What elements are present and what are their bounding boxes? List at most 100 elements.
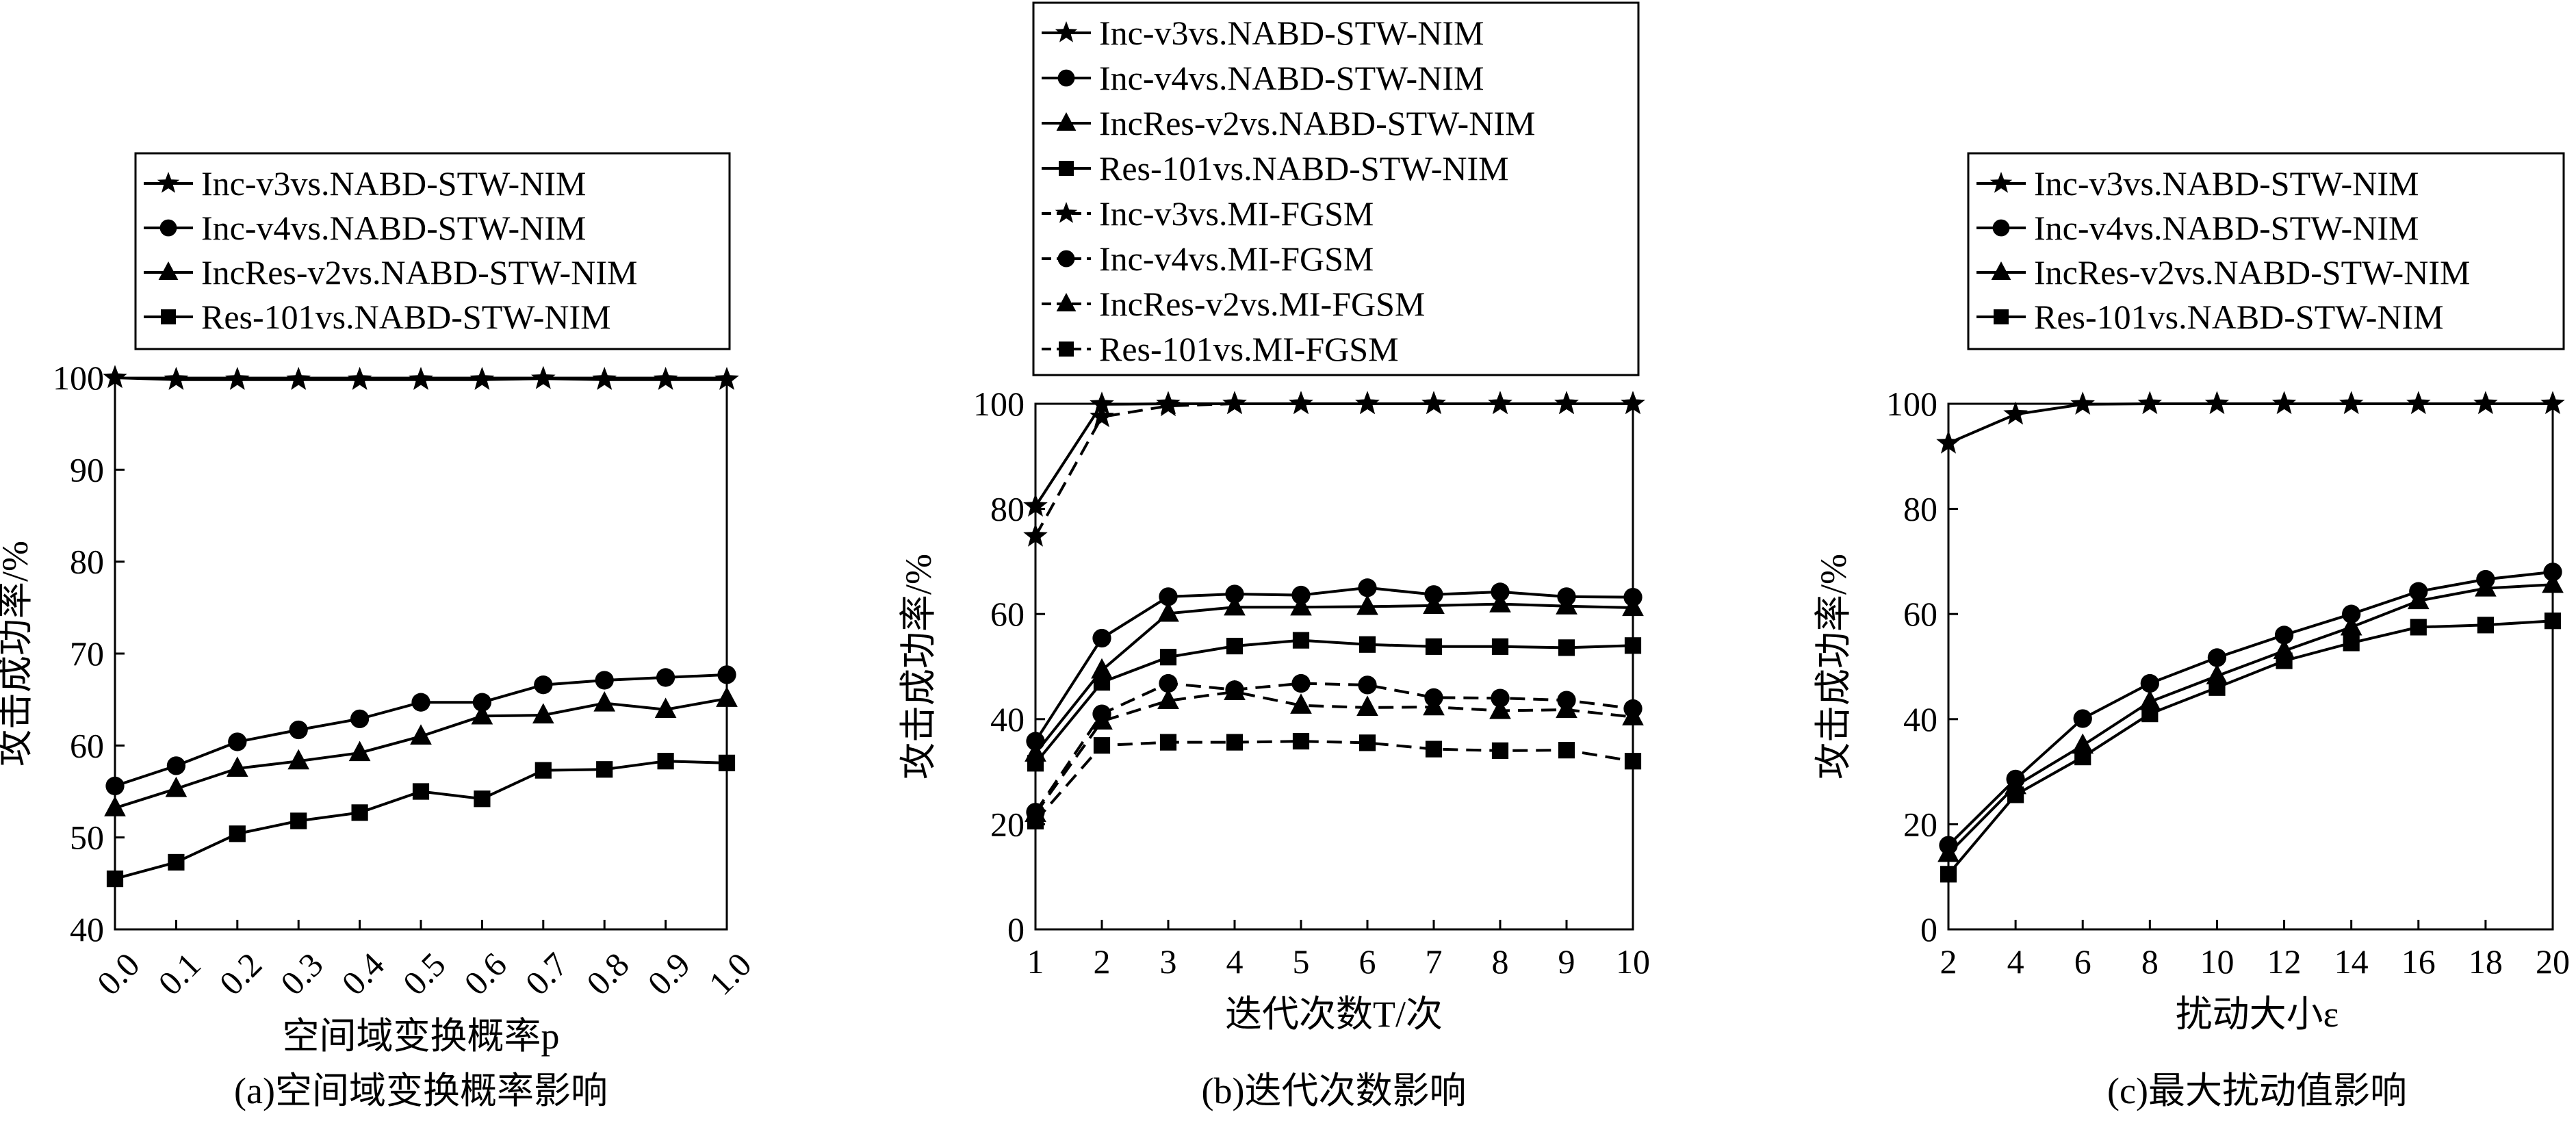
data-point: [1425, 740, 1443, 758]
x-tick-label: 0.9: [640, 945, 697, 1003]
data-point: [165, 776, 188, 797]
series-line: [1948, 402, 2553, 445]
series-Inc-v4vs.NABD-STW-NIM: [105, 665, 736, 796]
data-point: [411, 693, 430, 712]
data-point: [1225, 584, 1244, 604]
legend-marker: [1059, 161, 1074, 176]
data-point: [350, 709, 370, 729]
x-tick-label: 0.2: [212, 945, 270, 1003]
data-point: [1554, 391, 1579, 415]
series-Res-101vs.MI-FGSM: [1027, 732, 1642, 829]
data-point: [104, 796, 126, 816]
data-point: [1159, 734, 1177, 751]
data-point: [290, 812, 307, 829]
data-point: [2473, 391, 2498, 415]
data-point: [1488, 391, 1512, 415]
series-Inc-v3vs.NABD-STW-NIM: [1023, 391, 1645, 517]
data-point: [2140, 673, 2159, 693]
data-point: [225, 367, 250, 390]
plot-frame: [1034, 402, 1634, 931]
data-point: [1224, 595, 1246, 616]
data-point: [2543, 563, 2562, 582]
y-tick-label: 80: [990, 490, 1025, 528]
series-Res-101vs.NABD-STW-NIM: [106, 753, 736, 888]
data-point: [1491, 688, 1510, 708]
data-point: [1491, 582, 1510, 602]
data-point: [2073, 709, 2092, 728]
data-point: [1358, 734, 1376, 751]
data-point: [166, 756, 186, 775]
y-tick-label: 50: [70, 819, 104, 857]
series-Inc-v4vs.MI-FGSM: [1026, 673, 1643, 822]
data-point: [1491, 742, 1509, 759]
legend-label: Res-101vs.NABD-STW-NIM: [1099, 149, 1509, 188]
data-point: [1621, 391, 1645, 415]
legend-label: Inc-v4vs.MI-FGSM: [1099, 240, 1374, 278]
data-point: [714, 367, 739, 390]
legend-marker: [1056, 293, 1077, 311]
y-tick-label: 80: [1903, 490, 1937, 528]
legend-label: IncRes-v2vs.NABD-STW-NIM: [201, 253, 637, 292]
x-tick-label: 2: [1940, 942, 1957, 981]
x-tick-label: 14: [2334, 942, 2369, 981]
series-line: [1947, 583, 2553, 855]
series-IncRes-v2vs.NABD-STW-NIM: [104, 686, 738, 816]
data-point: [2137, 391, 2163, 415]
data-point: [106, 871, 124, 888]
data-point: [1226, 734, 1244, 751]
data-point: [1556, 594, 1577, 615]
series-Res-101vs.NABD-STW-NIM: [1027, 632, 1642, 772]
legend-label: IncRes-v2vs.NABD-STW-NIM: [2034, 253, 2470, 292]
series-Inc-v3vs.MI-FGSM: [1023, 391, 1645, 547]
y-tick-label: 40: [70, 910, 104, 949]
data-point: [1291, 585, 1311, 605]
series-line: [1034, 690, 1634, 815]
data-point: [1157, 601, 1179, 622]
data-point: [474, 790, 491, 808]
data-point: [1489, 592, 1511, 613]
data-point: [2208, 679, 2226, 696]
data-point: [1023, 523, 1048, 547]
x-tick-label: 1: [1027, 942, 1044, 981]
data-point: [2207, 648, 2227, 667]
series-IncRes-v2vs.MI-FGSM: [1025, 680, 1644, 823]
x-axis-label: 迭代次数T/次: [1225, 994, 1443, 1035]
x-tick-label: 7: [1426, 942, 1443, 981]
legend-marker: [1992, 219, 2010, 237]
data-point: [656, 668, 675, 687]
legend-marker: [159, 219, 177, 237]
y-tick-label: 20: [1903, 805, 1937, 843]
data-point: [2139, 689, 2161, 710]
data-point: [286, 367, 311, 390]
x-tick-label: 0.8: [579, 945, 636, 1003]
x-tick-label: 0.6: [456, 945, 514, 1003]
data-point: [1092, 628, 1111, 648]
legend-marker: [1991, 261, 2011, 280]
data-point: [2544, 613, 2562, 630]
data-point: [2406, 391, 2431, 415]
legend-marker: [1057, 69, 1075, 87]
y-tick-label: 20: [990, 805, 1025, 843]
x-tick-label: 8: [2141, 942, 2159, 981]
x-tick-label: 10: [1616, 942, 1650, 981]
y-tick-label: 40: [990, 700, 1025, 738]
data-point: [2410, 619, 2427, 636]
data-point: [2477, 617, 2494, 634]
y-tick-label: 60: [990, 595, 1025, 633]
data-point: [657, 753, 674, 770]
data-point: [1355, 391, 1380, 415]
data-point: [1356, 695, 1378, 717]
data-point: [1159, 587, 1178, 606]
chart-panel-2: 0 20 40 60 80 100 2 4 6 8 10 12 14 16 18 20 Inc-v3vs.NAB…: [1813, 152, 2570, 1111]
y-tick-label: 70: [70, 634, 104, 673]
y-axis-label: 攻击成功率/%: [1813, 554, 1854, 779]
y-tick-label: 0: [1007, 910, 1025, 949]
data-point: [287, 749, 310, 770]
legend: Inc-v3vs.NABD-STW-NIM Inc-v4vs.NABD-STW-N…: [1032, 1, 1640, 376]
legend-label: IncRes-v2vs.MI-FGSM: [1099, 285, 1425, 323]
data-point: [1222, 391, 1247, 415]
data-point: [716, 686, 738, 707]
data-point: [2070, 391, 2095, 415]
